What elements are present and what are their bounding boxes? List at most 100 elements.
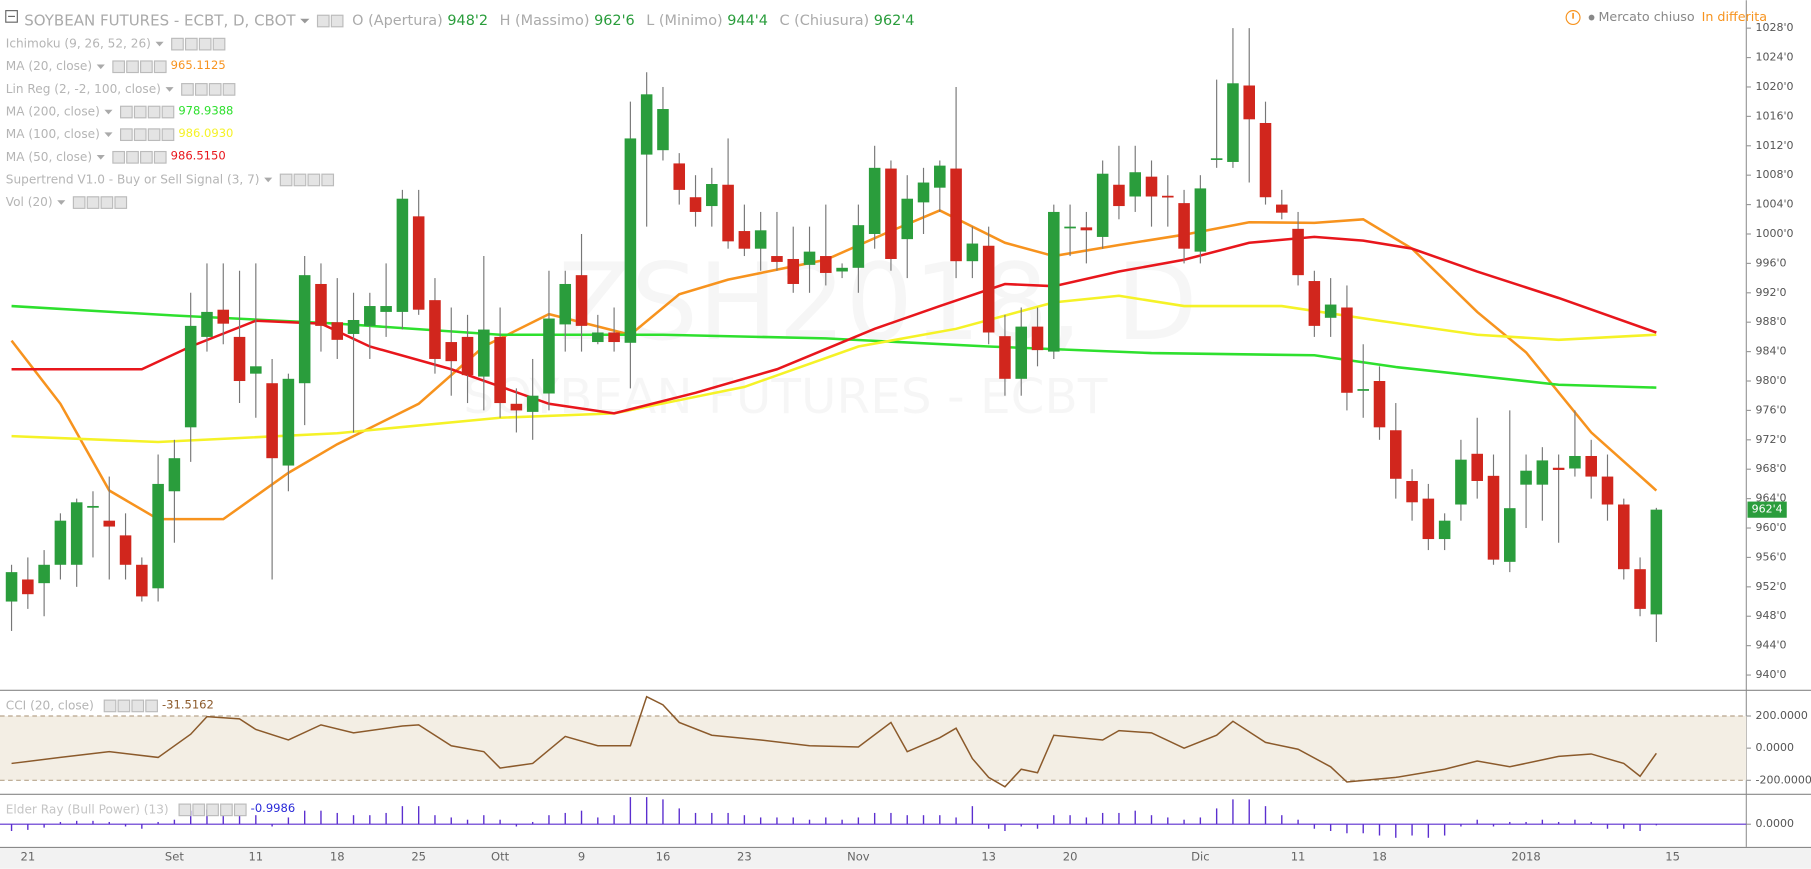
study-icon[interactable] [171,37,184,51]
study-name: Ichimoku (9, 26, 52, 26) [6,37,151,51]
candle-body [1048,211,1060,352]
study-icon[interactable] [112,60,126,74]
candle-body [494,336,506,404]
study-icon[interactable] [307,173,321,187]
candle-body [250,366,262,374]
study-icon[interactable] [161,105,175,119]
study-icon[interactable] [86,196,100,209]
study-icon[interactable] [153,60,167,74]
study-icon[interactable] [192,803,206,817]
candle-body [852,225,865,268]
study-icon[interactable] [126,60,139,74]
study-icon[interactable] [147,128,161,142]
x-tick-label: 16 [656,850,671,864]
candle-body [266,383,278,459]
study-icon[interactable] [72,196,86,209]
dropdown-arrow[interactable] [96,154,105,160]
study-icon[interactable] [279,173,293,187]
candle-body [934,165,946,188]
study-icon[interactable] [212,37,226,51]
candle-body [1243,85,1255,120]
dropdown-arrow[interactable] [300,18,310,24]
y-tick-label: 1000'0 [1756,227,1794,240]
dropdown-arrow[interactable] [104,109,113,115]
study-icon[interactable] [100,196,114,209]
quote-label: O (Apertura) [352,13,443,29]
study-icon[interactable] [117,699,131,713]
study-icon[interactable] [316,14,330,28]
study-icon[interactable] [194,83,208,96]
x-tick-label: 25 [411,850,426,864]
candle-body [885,168,897,259]
study-icon[interactable] [178,803,192,817]
y-tick-label: 988'0 [1756,315,1787,328]
study-name: MA (200, close) [6,105,100,119]
study-icon[interactable] [184,37,198,51]
study-icon[interactable] [206,803,219,817]
study-icon[interactable] [161,128,175,142]
candle-body [1064,226,1076,229]
study-icon[interactable] [222,83,236,96]
candle-body [184,325,197,428]
candle-body [217,309,230,324]
candle-body [364,306,376,326]
candle-body [1129,172,1141,197]
study-value: 986.5150 [171,149,226,163]
x-tick-label: 13 [981,850,996,864]
dropdown-arrow[interactable] [264,177,273,183]
study-icon[interactable] [233,803,247,817]
candle-body [1357,389,1369,391]
quote-label: H (Massimo) [500,13,590,29]
candle-body [152,483,164,589]
candle-body [1422,498,1435,540]
study-icon[interactable] [153,150,167,164]
x-tick-label: 18 [1372,850,1387,864]
candle-body [1634,569,1646,609]
x-tick-label: Set [165,850,184,864]
study-icon[interactable] [208,83,222,96]
y-tick-label: 1008'0 [1756,168,1794,181]
study-icon[interactable] [112,150,126,164]
candle-body [722,184,734,242]
study-icon[interactable] [133,105,147,119]
x-tick-label: 21 [20,850,35,864]
study-icon[interactable] [120,128,133,142]
study-icon[interactable] [114,196,128,209]
study-icon[interactable] [330,14,344,28]
study-icon[interactable] [321,173,335,187]
study-icon[interactable] [147,105,161,119]
y-tick-label: 944'0 [1756,639,1787,652]
study-icon[interactable] [198,37,212,51]
candle-body [445,342,458,362]
study-icon[interactable] [131,699,145,713]
candle-body [54,520,67,565]
status-dot [1588,14,1595,21]
study-icon[interactable] [140,150,153,164]
candle-body [136,564,148,597]
collapse-button[interactable] [5,10,18,23]
dropdown-arrow[interactable] [104,132,113,137]
study-icon[interactable] [103,699,117,713]
dropdown-arrow[interactable] [165,87,174,92]
candle-body [787,258,800,284]
x-tick-label: 18 [330,850,345,864]
study-icon[interactable] [293,173,307,187]
candle-body [950,168,962,262]
y-tick-label: 980'0 [1756,374,1787,387]
dropdown-arrow[interactable] [96,64,105,70]
study-icon[interactable] [120,105,133,119]
study-icon[interactable] [126,150,139,164]
study-icon[interactable] [181,83,194,96]
dropdown-arrow[interactable] [57,200,66,205]
study-icon[interactable] [133,128,147,142]
candle-body [1585,455,1597,477]
candle-body [1080,227,1093,231]
study-icon[interactable] [220,803,233,817]
study-icon[interactable] [140,60,153,74]
x-tick-label: Dic [1191,850,1209,864]
candle-body [461,336,474,376]
dropdown-arrow[interactable] [155,41,164,47]
study-icon[interactable] [145,699,158,713]
study-value: 978.9388 [178,103,233,117]
study-value: 986.0930 [178,126,233,140]
